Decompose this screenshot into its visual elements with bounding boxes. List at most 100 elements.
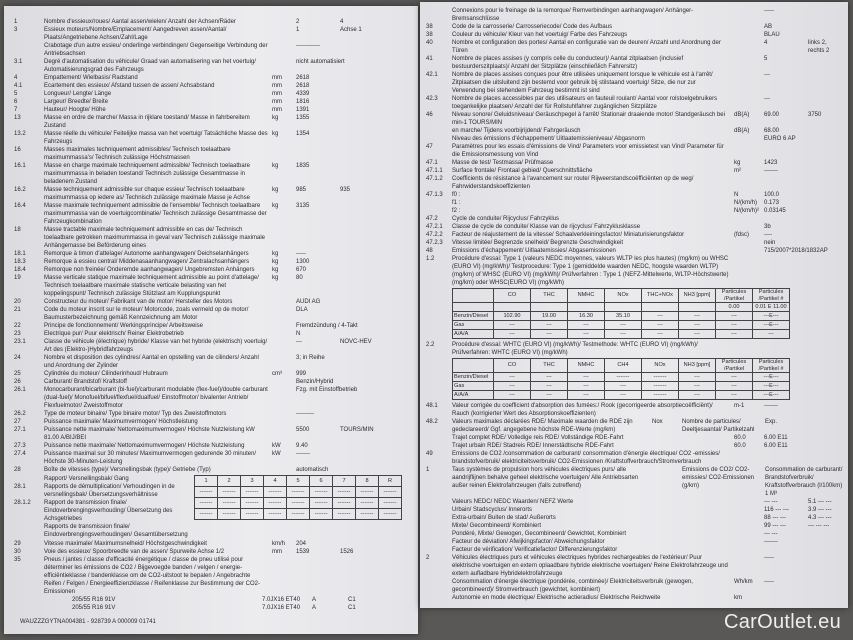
field-label: Paramètres pour les essais d'émissions d…: [452, 144, 724, 158]
tyre-size: 205/55 R16 91V: [72, 605, 116, 611]
table-row: ------- ------- ------- ------- ------- -----…: [194, 508, 402, 520]
field-unit: [272, 426, 296, 442]
field-label: Crabotage d'un autre essieu/ onderlinge …: [44, 43, 268, 57]
field-unit: kg: [272, 163, 279, 169]
field-unit: Nox: [652, 419, 663, 425]
field-number: 47.2: [426, 216, 438, 222]
field-value-secondary: [340, 98, 412, 106]
table-cell: ---: [715, 311, 753, 321]
field-row: 16 Masses maximales techniquement admissi…: [14, 146, 412, 162]
field-number: [426, 506, 452, 514]
field-unit: dB(A): [734, 112, 750, 118]
field-value: AUDI AG: [296, 299, 321, 305]
field-number: 47.1.2: [426, 176, 443, 182]
field-value-secondary: [808, 207, 844, 215]
field-number: 3: [14, 27, 18, 33]
field-number: 47.2.3: [426, 240, 443, 246]
column-header: THC+NOx: [641, 288, 679, 303]
field-unit: [272, 466, 296, 474]
table-cell: ---: [715, 372, 753, 382]
column-header: [452, 358, 494, 373]
table-cell: ---: [752, 329, 790, 339]
field-row: 26 Carburant/ Brandstof/ Kraftstoff Benzin…: [14, 378, 412, 386]
field-unit: (fdsc): [734, 232, 749, 238]
field-value-secondary: [362, 322, 412, 330]
field-row: Valeurs NEDC/ NEDC Waarden/ NEFZ Werte --…: [426, 498, 844, 506]
field-number: 40: [426, 40, 433, 46]
field-row: 49 Emissions de CO2 /consommation de carb…: [426, 450, 844, 466]
field-unit: [272, 26, 296, 42]
table-cell: [641, 302, 679, 312]
field-row: 21 Code du moteur inscrit sur le moteur/ …: [14, 306, 412, 322]
field-row: 13 Masse en ordre de marche/ Massa in rij…: [14, 114, 412, 130]
table-cell: ---: [604, 320, 642, 330]
field-number: 18: [14, 227, 21, 233]
table-cell: 35.10: [604, 311, 642, 321]
field-unit: [734, 255, 764, 287]
left-document-page: 1 Nombre d'essieux/roues/ Aantal assen/wi…: [4, 6, 418, 634]
field-value: [764, 594, 808, 602]
field-number: [426, 135, 452, 143]
field-value: 3b: [764, 224, 771, 230]
field-value-secondary: 935: [340, 187, 351, 193]
field-value: -----: [296, 251, 306, 257]
field-value: DLA: [296, 307, 308, 313]
field-unit: [734, 223, 764, 231]
field-number: 30: [14, 549, 21, 555]
field-value: [764, 215, 808, 223]
field-number: 47.2.1: [426, 224, 443, 230]
field-unit: kg: [272, 267, 279, 273]
table-cell: -------: [194, 497, 218, 509]
table-cell: -------: [355, 486, 379, 498]
field-value: 80: [296, 275, 303, 281]
field-value-secondary: [808, 31, 844, 39]
field-row: 20 Constructeur du moteur/ Fabrikant van …: [14, 298, 412, 306]
field-row: 4 Empattement/ Wielbasis/ Radstand mm 2618: [14, 74, 412, 82]
field-value-secondary: [808, 538, 844, 546]
field-value: -----: [764, 555, 774, 561]
field-value: BLAU: [764, 32, 780, 38]
field-unit: kg: [272, 203, 279, 209]
field-value: -------: [764, 539, 778, 545]
field-label: Trajet urbain RDE/ Stadreis RDE/ Innerst…: [452, 443, 614, 449]
table-cell: ---E---: [752, 311, 790, 321]
field-number: 3.1: [14, 59, 23, 65]
field-number: 47.2.2: [426, 232, 443, 238]
table-cell: ---: [567, 320, 605, 330]
table-cell: A/A/A: [452, 390, 494, 400]
field-number: [426, 442, 452, 450]
field-unit: kg: [734, 160, 741, 166]
field-label: Taus systèmes de propulsion hors véhicul…: [452, 467, 639, 489]
table-header-row: CO THC NMHC NOx THC+NOx NH3 [ppm] Particules /…: [452, 288, 790, 303]
field-row: 41 Nombre de places assises (y compris ce…: [426, 55, 844, 71]
field-unit: [734, 514, 764, 522]
field-number: 35: [14, 557, 21, 563]
table-cell: [604, 302, 642, 312]
table-cell: ---: [530, 381, 568, 391]
tyre-class: C1: [348, 597, 356, 603]
rim-size: 7.0JX16 ET40: [262, 597, 301, 603]
field-label: Pneus / jantes / classe d'efficacité éne…: [44, 557, 260, 595]
field-unit: [734, 530, 764, 538]
field-number: 13.2: [14, 131, 26, 137]
field-label: Remorque à timon d'attelage/ Autonome aa…: [44, 251, 249, 257]
field-label: Degré d'automatisation du véhicule/ Graa…: [44, 59, 256, 73]
field-row: Facteur de vérification/ Verificatiefact…: [426, 546, 844, 554]
field-label: Code du moteur inscrit sur le moteur/ Mo…: [44, 307, 249, 321]
field-row: f2 : N/(km/h)² 0.03145: [426, 207, 844, 215]
table-cell: Gas: [452, 320, 494, 330]
field-row: 40 Nombre et configuration des portes/ Aa…: [426, 39, 844, 55]
table-cell: -------: [332, 497, 356, 509]
field-number: [426, 538, 452, 546]
field-unit: N/(km/h)²: [734, 208, 759, 214]
field-value: 9.40: [296, 443, 308, 449]
field-row: 47.2.2 Facteur de réajustement de la vite…: [426, 231, 844, 239]
field-row: 18.4 Remorque non freinée/ Onderemde aanh…: [14, 266, 412, 274]
table-cell: ---: [530, 320, 568, 330]
field-unit: kg: [272, 275, 279, 281]
field-value: [296, 556, 340, 596]
field-number: [426, 199, 452, 207]
field-value: 999: [296, 371, 307, 377]
field-label: Nombre d'essieux/roues/ Aantal assen/wie…: [44, 19, 236, 25]
field-label: Vitesse maximale/ Maximumsnelheid/ Höchs…: [44, 541, 207, 547]
